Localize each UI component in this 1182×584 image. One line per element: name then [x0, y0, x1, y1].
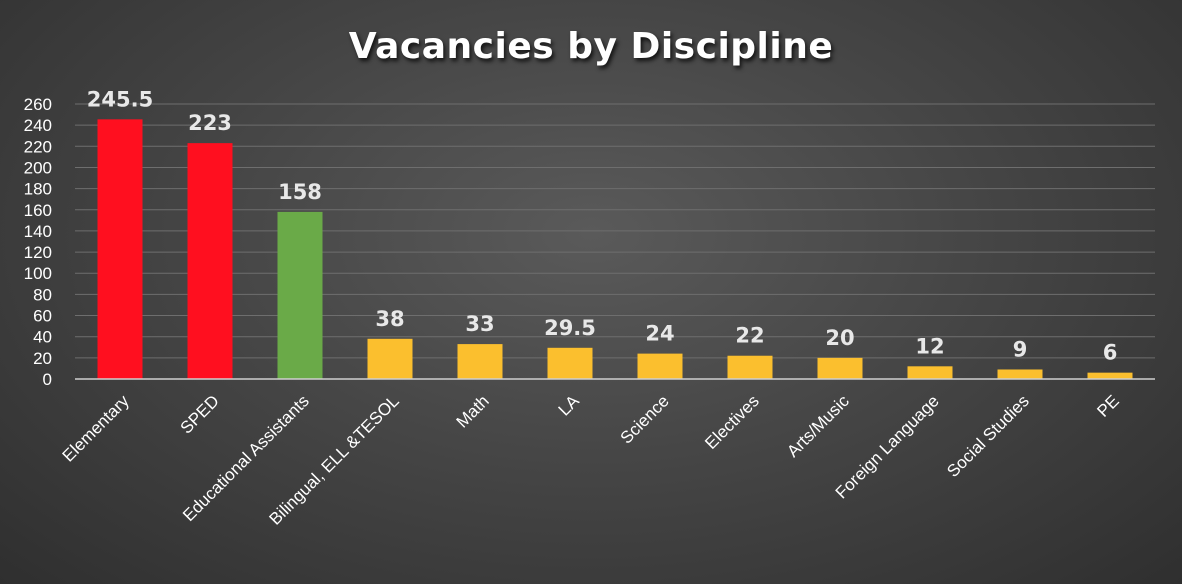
bar-arts-music	[817, 357, 863, 379]
data-label: 245.5	[87, 87, 153, 111]
x-tick-label: SPED	[177, 391, 223, 437]
bar-bilingual-ell-tesol	[367, 338, 413, 379]
y-tick-label: 260	[24, 95, 52, 114]
bar-educational-assistants	[277, 211, 323, 379]
bar-science	[637, 353, 683, 379]
y-tick-label: 40	[33, 328, 52, 347]
bar-pe	[1087, 372, 1133, 379]
y-tick-label: 140	[24, 222, 52, 241]
x-tick-label: LA	[555, 391, 584, 420]
data-label: 22	[735, 324, 764, 348]
data-label: 20	[825, 326, 854, 350]
bar-elementary	[97, 119, 143, 379]
y-tick-label: 220	[24, 137, 52, 156]
data-label: 223	[188, 111, 232, 135]
x-tick-label: Elementary	[59, 391, 134, 466]
data-label: 38	[375, 307, 404, 331]
data-label: 33	[465, 312, 494, 336]
bar-social-studies	[997, 369, 1043, 379]
y-tick-label: 120	[24, 243, 52, 262]
bar-electives	[727, 355, 773, 379]
bar-foreign-language	[907, 366, 953, 379]
bar-la	[547, 347, 593, 379]
x-tick-label: Electives	[701, 391, 763, 453]
data-label: 158	[278, 180, 322, 204]
data-label: 24	[645, 322, 674, 346]
y-tick-label: 60	[33, 307, 52, 326]
bar-math	[457, 344, 503, 379]
y-tick-label: 180	[24, 180, 52, 199]
y-tick-label: 20	[33, 349, 52, 368]
y-tick-label: 160	[24, 201, 52, 220]
y-tick-label: 100	[24, 264, 52, 283]
x-tick-label: Social Studies	[943, 391, 1033, 481]
data-label: 12	[915, 334, 944, 358]
x-tick-label: Math	[453, 391, 493, 431]
x-tick-label: Science	[617, 391, 673, 447]
chart-title: Vacancies by Discipline	[348, 26, 834, 67]
y-tick-label: 240	[24, 116, 52, 135]
data-label: 29.5	[544, 316, 596, 340]
data-label: 6	[1103, 341, 1118, 365]
y-tick-label: 80	[33, 285, 52, 304]
y-tick-label: 200	[24, 158, 52, 177]
x-tick-label: PE	[1093, 391, 1122, 420]
y-tick-label: 0	[43, 370, 52, 389]
data-label: 9	[1013, 337, 1028, 361]
bar-sped	[187, 143, 233, 379]
x-tick-label: Arts/Music	[783, 391, 853, 461]
